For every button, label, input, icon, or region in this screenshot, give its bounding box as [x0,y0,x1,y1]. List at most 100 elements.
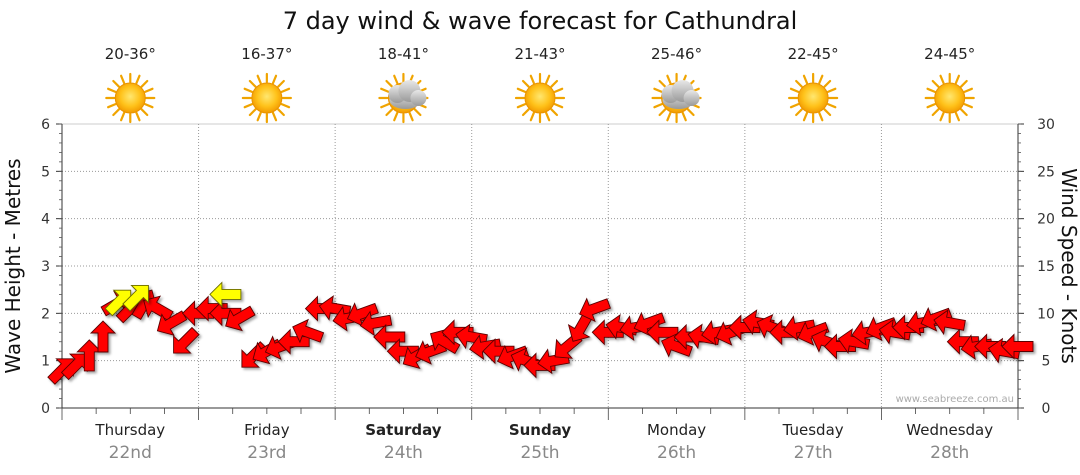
credit-text: www.seabreeze.com.au [896,394,1014,405]
sun-ray [120,111,126,122]
sun-ray [277,108,285,117]
day-date: 26th [657,443,696,463]
sun-ray [686,108,695,117]
sun-ray [385,108,394,117]
sun-icon [241,72,292,124]
sun-ray [939,74,945,85]
day-name: Sunday [509,421,572,439]
sun-ray [112,79,121,88]
right-tick-label: 5 [1042,354,1051,370]
day-headers: 20-36° 16-37° 18-41° 21-43° 25-46° 22-45° 24-4… [105,45,975,124]
sun-ray [107,103,117,109]
sun-ray [802,74,809,85]
day-date: 28th [930,443,969,463]
wave-arrow [122,285,149,312]
sun-ray [931,79,940,88]
wind-arrow [173,326,200,354]
right-tick-label: 30 [1037,117,1055,133]
sun-ray [818,111,824,122]
day-temperature: 25-46° [651,45,702,63]
day-name: Saturday [365,421,442,439]
sun-ray [653,87,663,93]
wind-arrow [292,318,325,344]
wind-arrow [837,328,871,354]
wind-arrow [578,297,611,323]
sun-ray [516,103,527,109]
sun-ray [826,87,837,93]
wind-arrow [89,320,117,353]
wind-arrow [373,323,406,351]
cloud-part [683,90,700,106]
sun-disc [934,82,966,114]
sun-ray [393,111,399,122]
sun-ray [954,74,960,85]
sun-rays [788,72,839,124]
sun-ray [248,108,257,117]
wind-arrow [660,332,693,358]
day-temperature: 20-36° [105,45,156,63]
sun-ray [666,111,672,122]
sun-ray [823,108,832,117]
sun-icon [924,72,975,124]
sun-ray [959,108,968,117]
sun-ray [271,111,278,122]
day-name: Thursday [94,421,165,439]
wind-arrow [195,295,228,322]
sun-ray [140,79,149,88]
sun-ray [107,87,117,93]
sun-ray [550,79,559,88]
sun-ray [954,111,960,122]
sun-disc [797,82,829,114]
sun-ray [135,74,141,85]
left-tick-label: 4 [41,212,50,228]
sun-ray [789,87,800,93]
wave-series [104,281,242,317]
sun-ray [789,103,800,109]
day-name: Monday [647,421,706,439]
day-temperature: 22-45° [788,45,839,63]
right-tick-label: 0 [1042,401,1051,417]
wind-arrow [143,295,174,322]
chart-title: 7 day wind & wave forecast for Cathundra… [283,7,798,35]
sun-ray [658,108,667,117]
sun-ray [280,87,291,93]
sun-disc [251,82,283,114]
sun-ray [553,87,564,93]
day-date: 24th [384,443,423,463]
partly-cloudy-icon [651,72,702,124]
wind-arrow [441,319,474,346]
right-tick-label: 20 [1037,212,1055,228]
wind-arrow [946,328,979,355]
sun-ray [408,111,414,122]
sun-ray [666,74,672,85]
y-right-label: Wind Speed - Knots [1057,168,1080,364]
sun-rays [241,72,292,124]
sun-ray [243,87,254,93]
wind-arrow [933,309,966,336]
wind-arrow [346,302,379,327]
wind-arrow [646,319,679,346]
sun-ray [550,108,559,117]
sun-ray [140,108,149,117]
sun-ray [256,111,262,122]
sun-ray [553,103,564,109]
sun-ray [823,79,832,88]
day-name: Friday [244,421,290,439]
sun-rays [924,72,975,124]
sun-ray [280,103,291,109]
sun-ray [143,103,154,109]
sun-ray [963,103,973,109]
day-date: 25th [520,443,559,463]
sun-ray [926,87,937,93]
right-axis: 0 5 10 15 20 25 30 [1017,117,1055,417]
sun-ray [521,79,530,88]
sun-ray [243,103,254,109]
sun-ray [385,79,394,88]
left-tick-label: 2 [41,306,50,322]
wave-arrow [209,281,242,308]
wind-arrow [76,339,103,372]
right-tick-label: 25 [1037,164,1055,180]
sun-ray [802,111,809,122]
sun-ray [681,111,687,122]
